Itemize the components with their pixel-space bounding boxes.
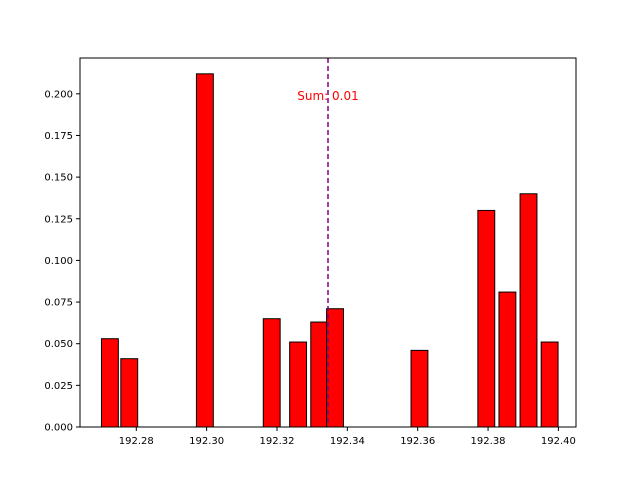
- sum-annotation: Sum: 0.01: [297, 89, 359, 103]
- bar: [100, 338, 119, 428]
- y-axis-ticks: 0.000 0.025 0.050 0.075 0.100 0.125 0.150 0.175…: [44, 89, 80, 434]
- x-axis-ticks: 192.28 192.30 192.32 192.34 192.36 192.38 192.…: [119, 427, 576, 447]
- bar: [326, 308, 344, 428]
- x-tick-label: 192.38: [471, 436, 506, 447]
- bar: [519, 193, 538, 428]
- y-tick-label: 0.200: [44, 89, 73, 100]
- y-tick-label: 0.150: [44, 173, 73, 184]
- y-tick-label: 0.075: [44, 298, 73, 309]
- bar: [410, 349, 429, 428]
- x-tick-label: 192.28: [119, 436, 154, 447]
- bar: [289, 341, 308, 428]
- y-tick-label: 0.175: [44, 131, 73, 142]
- x-tick-label: 192.34: [330, 436, 365, 447]
- bar: [498, 291, 517, 428]
- x-tick-label: 192.30: [189, 436, 224, 447]
- y-tick-label: 0.025: [44, 381, 73, 392]
- y-tick-label: 0.050: [44, 339, 73, 350]
- plot-frame: [79, 57, 577, 428]
- x-tick-label: 192.36: [400, 436, 435, 447]
- bar: [120, 358, 139, 428]
- bar: [195, 73, 214, 428]
- bar: [540, 341, 559, 428]
- bar: [310, 321, 329, 428]
- y-tick-label: 0.100: [44, 256, 73, 267]
- x-tick-label: 192.40: [541, 436, 576, 447]
- bars-group: [100, 73, 559, 428]
- bar: [262, 318, 281, 428]
- x-tick-label: 192.32: [259, 436, 294, 447]
- y-tick-label: 0.125: [44, 214, 73, 225]
- bar: [477, 209, 496, 428]
- y-tick-label: 0.000: [44, 423, 73, 434]
